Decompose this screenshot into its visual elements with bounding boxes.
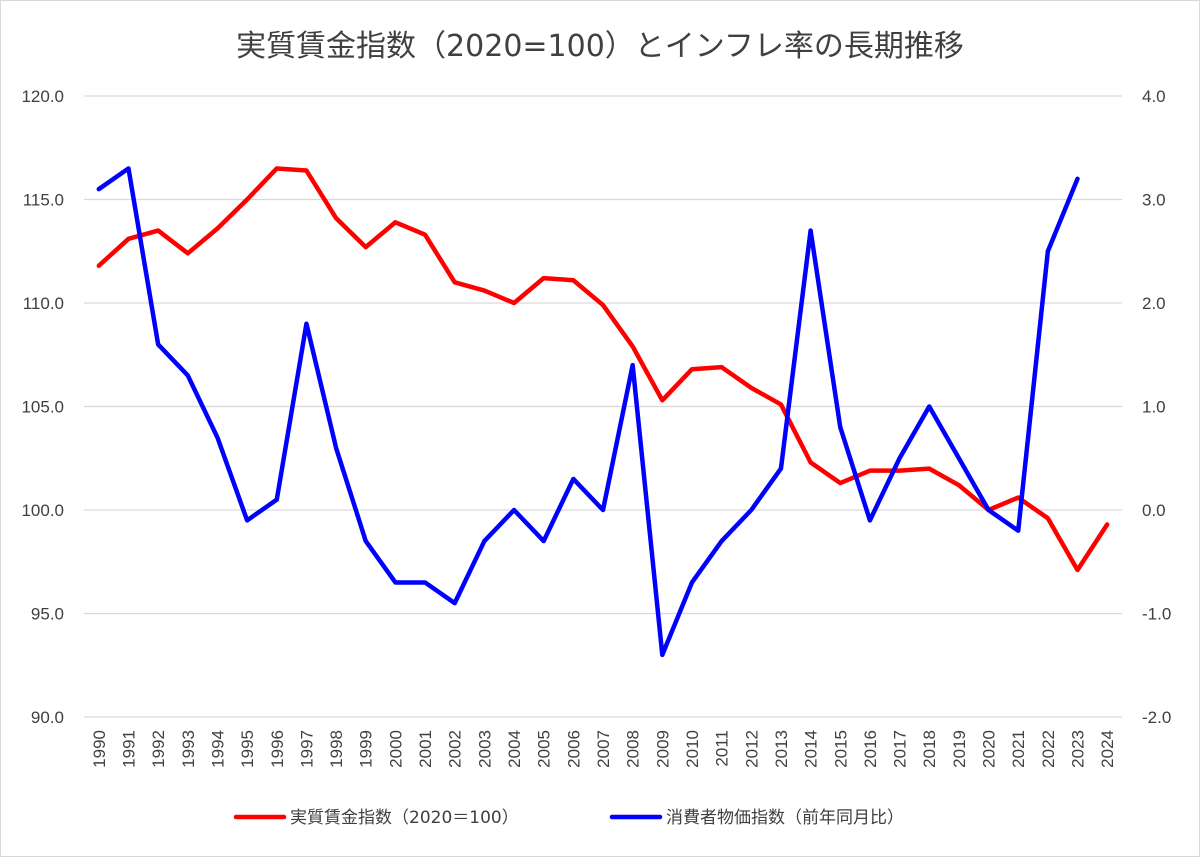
left-tick-label: 110.0: [23, 294, 64, 313]
right-tick-label: -1.0: [1142, 605, 1171, 624]
right-tick-label: -2.0: [1142, 708, 1171, 727]
right-tick-label: 1.0: [1142, 398, 1166, 417]
x-tick-label: 1999: [357, 730, 376, 768]
x-axis-ticks: 1990 1991 1992 1993 1994 1995 1996 1997 1998 1999…: [90, 730, 1117, 768]
x-tick-label: 1990: [90, 730, 109, 768]
left-tick-label: 100.0: [21, 501, 64, 520]
x-tick-label: 1998: [327, 730, 346, 768]
legend: 実質賃金指数（2020＝100） 消費者物価指数（前年同月比）: [233, 808, 904, 828]
left-tick-label: 95.0: [31, 605, 64, 624]
left-tick-label: 105.0: [21, 398, 64, 417]
x-tick-label: 2024: [1098, 730, 1117, 768]
legend-label: 実質賃金指数（2020＝100）: [290, 808, 519, 828]
x-tick-label: 2019: [950, 730, 969, 768]
right-tick-label: 4.0: [1142, 87, 1166, 106]
x-tick-label: 1993: [179, 730, 198, 768]
series-line-real-wage: [96, 166, 1110, 573]
x-tick-label: 2009: [653, 730, 672, 768]
x-tick-label: 1996: [268, 730, 287, 768]
left-tick-label: 120.0: [21, 87, 64, 106]
x-tick-label: 1995: [238, 730, 257, 768]
x-tick-label: 2015: [831, 730, 850, 768]
x-tick-label: 2023: [1069, 730, 1088, 768]
legend-label: 消費者物価指数（前年同月比）: [666, 808, 904, 828]
x-tick-label: 2008: [624, 730, 643, 768]
right-tick-label: 2.0: [1142, 294, 1166, 313]
right-tick-label: 0.0: [1142, 501, 1166, 520]
x-tick-label: 2020: [980, 730, 999, 768]
x-tick-label: 1992: [149, 730, 168, 768]
x-tick-label: 2018: [920, 730, 939, 768]
x-tick-label: 2000: [386, 730, 405, 768]
x-tick-label: 1991: [119, 730, 138, 768]
x-tick-label: 2002: [446, 730, 465, 768]
x-tick-label: 2013: [772, 730, 791, 768]
x-tick-label: 2010: [683, 730, 702, 768]
gridlines: [84, 95, 1122, 718]
x-tick-label: 2016: [861, 730, 880, 768]
x-tick-label: 2007: [594, 730, 613, 768]
left-axis-ticks: 120.0 115.0 110.0 105.0 100.0 95.0 90.0: [21, 87, 64, 727]
x-tick-label: 2022: [1039, 730, 1058, 768]
x-tick-label: 1997: [297, 730, 316, 768]
chart-title: 実質賃金指数（2020=100）とインフレ率の長期推移: [236, 29, 964, 64]
x-tick-label: 2004: [505, 730, 524, 768]
right-tick-label: 3.0: [1142, 191, 1166, 210]
x-tick-label: 2006: [564, 730, 583, 768]
left-tick-label: 115.0: [23, 191, 64, 210]
x-tick-label: 2001: [416, 730, 435, 768]
x-tick-label: 2012: [742, 730, 761, 768]
series-lines: [96, 166, 1110, 658]
x-tick-label: 1994: [208, 730, 227, 768]
x-tick-label: 2021: [1009, 730, 1028, 768]
x-tick-label: 2017: [891, 730, 910, 768]
x-tick-label: 2003: [475, 730, 494, 768]
x-tick-label: 2005: [535, 730, 554, 768]
right-axis-ticks: 4.0 3.0 2.0 1.0 0.0 -1.0 -2.0: [1142, 87, 1171, 727]
left-tick-label: 90.0: [31, 708, 64, 727]
x-tick-label: 2011: [713, 730, 732, 767]
x-tick-label: 2014: [802, 730, 821, 768]
series-line-cpi: [96, 166, 1080, 658]
